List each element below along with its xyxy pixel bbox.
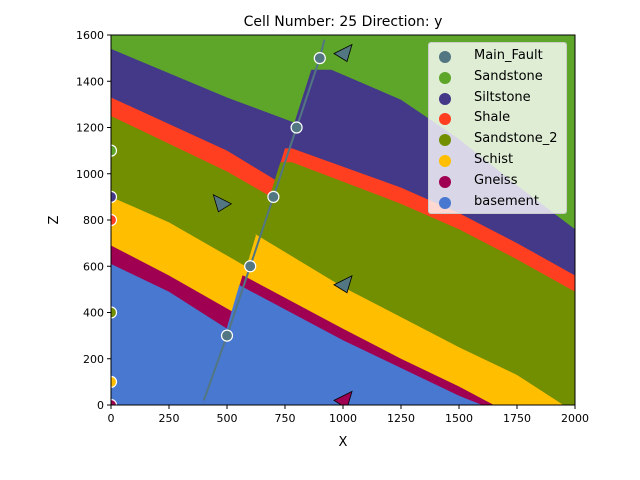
legend-item-schist: Schist bbox=[429, 151, 568, 171]
y-tick-label: 1200 bbox=[76, 122, 104, 135]
y-tick-label: 600 bbox=[83, 260, 104, 273]
interface-point bbox=[111, 190, 118, 203]
legend-marker bbox=[439, 71, 451, 84]
orientation-marker bbox=[212, 194, 233, 213]
legend-label: basement bbox=[474, 193, 539, 209]
legend-marker bbox=[439, 155, 451, 167]
x-tick-label: 0 bbox=[108, 412, 115, 425]
interface-point bbox=[111, 306, 118, 319]
basement-left-region bbox=[111, 263, 230, 405]
legend-label: Sandstone_2 bbox=[474, 131, 558, 147]
interface-point bbox=[111, 213, 118, 227]
chart-title: Cell Number: 25 Direction: y bbox=[244, 14, 443, 30]
legend-item-shale: Shale bbox=[429, 109, 568, 129]
legend-marker bbox=[439, 113, 451, 126]
legend-item-sandstone: Sandstone bbox=[429, 68, 568, 88]
interface-point bbox=[111, 144, 118, 157]
x-tick-label: 1750 bbox=[503, 412, 531, 425]
y-tick-label: 1600 bbox=[76, 29, 104, 42]
legend-label: Gneiss bbox=[474, 172, 518, 188]
orientation-marker bbox=[333, 274, 353, 294]
x-tick-label: 1000 bbox=[329, 412, 357, 425]
orientation-marker bbox=[333, 43, 353, 63]
legend-marker bbox=[439, 92, 451, 105]
legend-item-gneiss: Gneiss bbox=[429, 172, 568, 192]
x-tick-label: 1500 bbox=[445, 412, 473, 425]
fault-point bbox=[244, 260, 257, 273]
legend-marker bbox=[439, 175, 451, 188]
y-tick-label: 0 bbox=[97, 399, 104, 412]
plot-area bbox=[111, 35, 575, 405]
fault-point bbox=[313, 52, 326, 65]
legend-marker bbox=[439, 196, 451, 209]
fault-point bbox=[220, 329, 234, 342]
y-tick-label: 200 bbox=[83, 353, 104, 366]
legend: Main_Fault Sandstone Siltstone Shale Sandsto… bbox=[428, 42, 567, 214]
y-tick-label: 1400 bbox=[76, 75, 104, 88]
y-axis: 0 200 400 600 800 1000 1200 1400 1600 bbox=[76, 29, 111, 412]
y-axis-label: Z bbox=[47, 215, 62, 224]
basement-right-region bbox=[204, 284, 483, 405]
fault-point bbox=[267, 190, 280, 203]
legend-label: Main_Fault bbox=[474, 48, 543, 63]
y-tick-label: 400 bbox=[83, 307, 104, 320]
orientation-marker bbox=[333, 390, 353, 405]
legend-marker bbox=[439, 134, 451, 147]
fault-point bbox=[290, 121, 303, 134]
y-tick-label: 800 bbox=[83, 214, 104, 227]
legend-label: Sandstone bbox=[474, 68, 543, 84]
legend-label: Shale bbox=[474, 110, 511, 126]
legend-item-main-fault: Main_Fault bbox=[429, 47, 568, 67]
x-axis: 0 250 500 750 1000 1250 1500 1750 2000 bbox=[108, 405, 589, 425]
legend-item-siltstone: Siltstone bbox=[429, 89, 568, 109]
x-tick-label: 750 bbox=[275, 412, 296, 425]
x-tick-label: 500 bbox=[217, 412, 238, 425]
legend-item-basement: basement bbox=[429, 193, 568, 213]
x-tick-label: 1250 bbox=[387, 412, 415, 425]
x-axis-label: X bbox=[339, 435, 348, 450]
y-tick-label: 1000 bbox=[76, 168, 104, 181]
x-tick-label: 250 bbox=[159, 412, 180, 425]
interface-point bbox=[111, 375, 118, 388]
x-tick-label: 2000 bbox=[561, 412, 589, 425]
interface-point bbox=[111, 398, 118, 405]
legend-label: Siltstone bbox=[474, 89, 531, 105]
legend-item-sandstone-2: Sandstone_2 bbox=[429, 130, 568, 150]
legend-label: Schist bbox=[474, 152, 514, 167]
legend-marker bbox=[439, 51, 451, 63]
